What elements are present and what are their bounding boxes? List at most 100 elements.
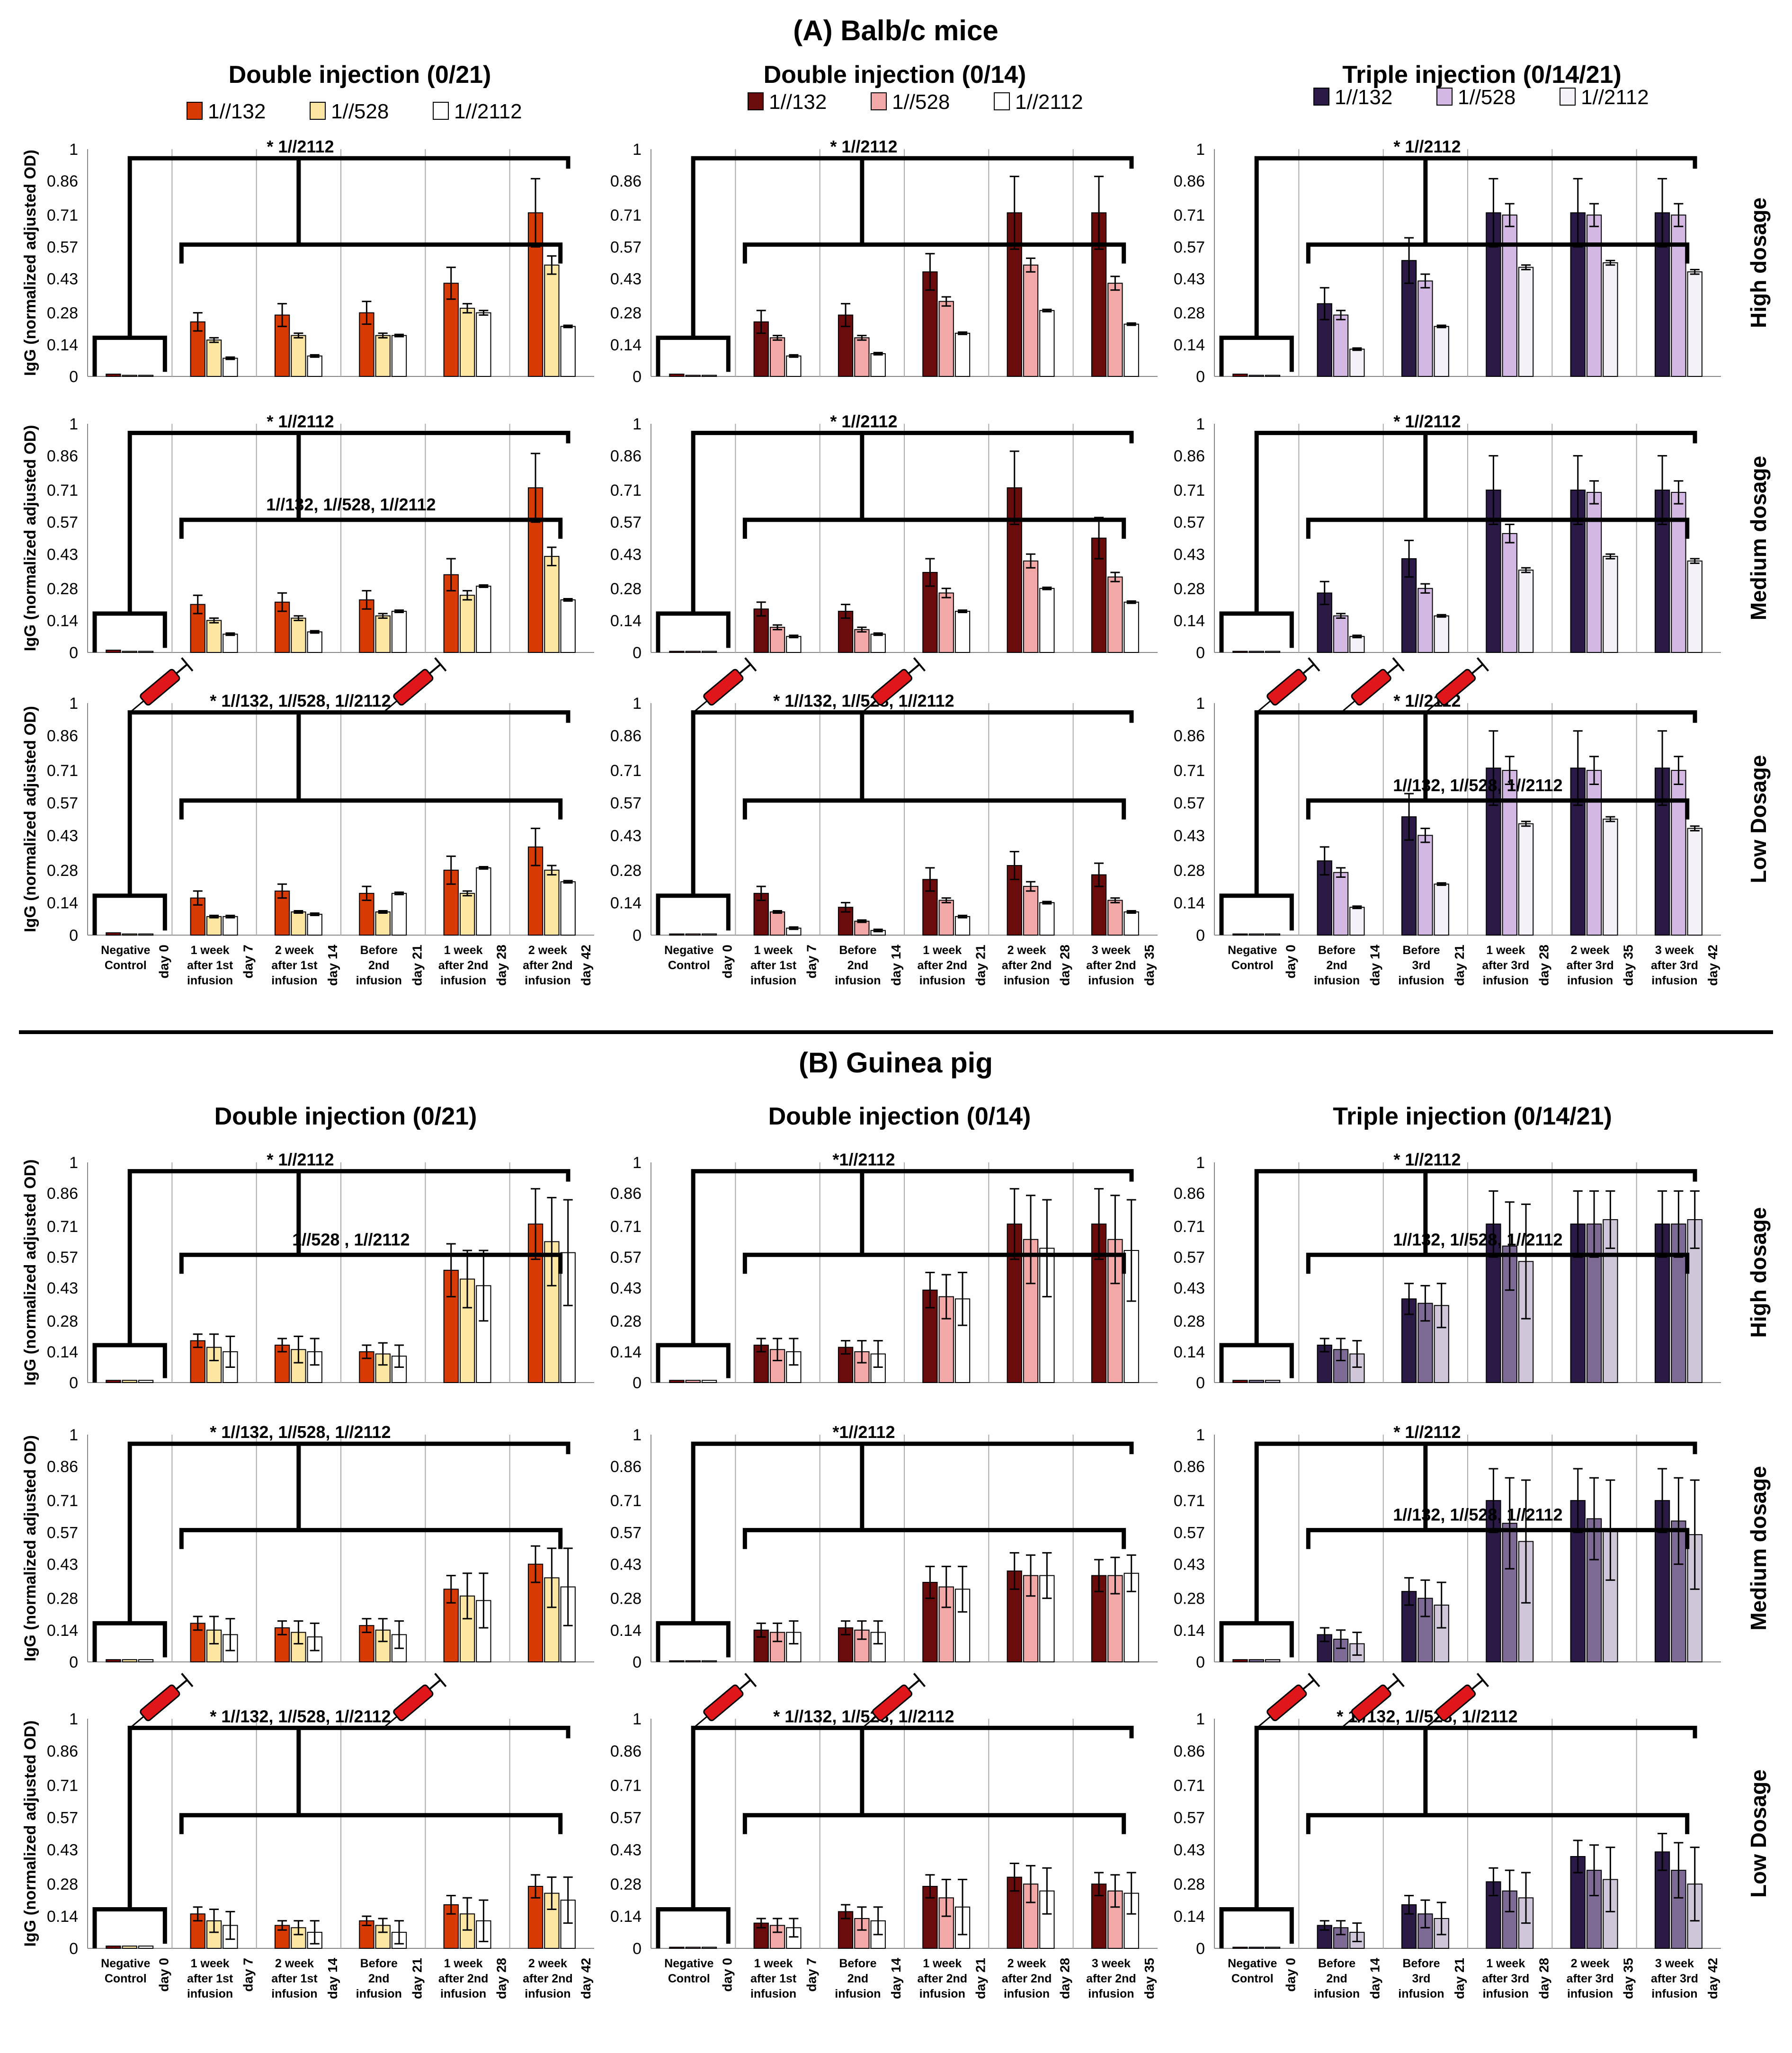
category-label: Before 2nd infusion xyxy=(835,944,881,987)
significance-label: 1//132, 1//528, 1//2112 xyxy=(1393,776,1562,795)
category-label: 2 week after 3rd infusion xyxy=(1567,944,1614,987)
bar xyxy=(1107,900,1123,936)
significance-bracket xyxy=(691,1441,1134,1624)
y-tick-label: 0.71 xyxy=(610,1218,642,1236)
chart-panel: 0 0.14 0.28 0.43 0.57 0.71 0.86 1 IgG (normalize… xyxy=(21,1150,594,1392)
day-label: day 28 xyxy=(494,1958,509,1999)
bar xyxy=(1232,1946,1248,1949)
category-label: 2 week after 2nd infusion xyxy=(1002,1957,1052,2000)
y-tick-label: 0 xyxy=(1196,1653,1205,1671)
syringe-icon xyxy=(692,1673,757,1730)
significance-bracket xyxy=(691,156,1134,338)
day-label: day 14 xyxy=(1368,945,1382,986)
significance-bracket xyxy=(127,430,571,614)
day-label: day 14 xyxy=(325,945,340,986)
category-label: 3 week after 3rd infusion xyxy=(1651,1957,1698,2000)
day-label: day 28 xyxy=(494,945,509,986)
y-tick-label: 0.28 xyxy=(610,862,642,880)
y-tick-label: 0.86 xyxy=(1174,172,1205,190)
significance-bracket xyxy=(656,1907,731,1948)
significance-label: * 1//132, 1//528, 1//2112 xyxy=(210,1706,391,1726)
significance-bracket xyxy=(656,893,731,935)
bar xyxy=(1333,872,1349,936)
bar xyxy=(938,301,954,377)
y-tick-label: 0.57 xyxy=(610,238,642,256)
day-label: day 0 xyxy=(720,1958,734,1992)
y-tick-label: 0.14 xyxy=(47,1622,78,1640)
bar xyxy=(685,1946,701,1949)
y-tick-label: 0 xyxy=(1196,927,1205,945)
bar xyxy=(954,332,971,377)
chart-panel: 0 0.14 0.28 0.43 0.57 0.71 0.86 1 Medium dosage *… xyxy=(1174,411,1771,662)
bar xyxy=(1091,874,1107,936)
y-tick-label: 0.14 xyxy=(610,1622,642,1640)
bar xyxy=(1107,283,1123,377)
y-tick-label: 0.14 xyxy=(1174,1343,1205,1361)
y-tick-label: 0.28 xyxy=(47,1590,78,1608)
chart-panel: 0 0.14 0.28 0.43 0.57 0.71 0.86 1 *1//2112 xyxy=(610,1422,1158,1671)
significance-bracket xyxy=(92,893,167,935)
significance-bracket xyxy=(742,798,1126,820)
y-tick-label: 0.86 xyxy=(47,727,78,745)
bar xyxy=(786,355,802,377)
legend-label: 1//2112 xyxy=(1015,90,1083,114)
y-tick-label: 0.14 xyxy=(610,1908,642,1926)
y-tick-label: 0.43 xyxy=(47,270,78,288)
significance-bracket xyxy=(1254,1725,1697,1910)
y-tick-label: 0 xyxy=(1196,1374,1205,1392)
bar xyxy=(1418,835,1433,936)
significance-bracket xyxy=(1219,1907,1294,1948)
bar xyxy=(870,353,886,377)
day-label: day 0 xyxy=(156,1958,171,1992)
category-label: 1 week after 1st infusion xyxy=(750,944,797,987)
significance-bracket xyxy=(1254,1441,1697,1624)
y-tick-label: 0.14 xyxy=(1174,1908,1205,1926)
y-tick-label: 0.86 xyxy=(610,727,642,745)
bar xyxy=(1039,310,1055,377)
section-title-b: (B) Guinea pig xyxy=(799,1047,993,1079)
bar xyxy=(701,1380,717,1384)
y-tick-label: 0.71 xyxy=(47,206,78,224)
y-tick-label: 0.14 xyxy=(47,612,78,630)
category-label: Before 3rd infusion xyxy=(1398,944,1444,987)
y-tick-label: 1 xyxy=(633,1426,642,1444)
significance-bracket xyxy=(179,798,563,820)
bar xyxy=(1349,636,1365,653)
bar xyxy=(206,339,222,377)
dosage-label: High dosage xyxy=(1746,1207,1771,1338)
y-tick-label: 0.57 xyxy=(47,238,78,256)
bar xyxy=(938,592,954,653)
bar xyxy=(1232,933,1248,936)
dosage-label: Low Dosage xyxy=(1746,755,1771,884)
y-tick-label: 0.57 xyxy=(610,1249,642,1267)
y-tick-label: 1 xyxy=(633,415,642,433)
bar xyxy=(1671,491,1686,653)
bar xyxy=(544,556,560,653)
y-tick-label: 0.43 xyxy=(47,827,78,845)
day-label: day 14 xyxy=(889,1958,903,1999)
significance-label: * 1//2112 xyxy=(267,411,334,431)
bar xyxy=(122,1380,137,1384)
y-axis-label: IgG (normalized adjusted OD) xyxy=(21,150,39,376)
category-label: 2 week after 3rd infusion xyxy=(1567,1957,1614,2000)
y-tick-label: 0 xyxy=(69,1653,78,1671)
y-tick-label: 0.43 xyxy=(1174,270,1205,288)
bar xyxy=(1039,588,1055,653)
bar xyxy=(291,911,306,936)
y-tick-label: 0.43 xyxy=(610,1279,642,1297)
y-tick-label: 0.57 xyxy=(47,1809,78,1827)
y-tick-label: 0.14 xyxy=(610,612,642,630)
y-tick-label: 0 xyxy=(633,368,642,386)
y-tick-label: 0.57 xyxy=(1174,238,1205,256)
y-tick-label: 0.28 xyxy=(47,304,78,322)
syringe-icon xyxy=(1424,657,1489,714)
category-label: 2 week after 2nd infusion xyxy=(523,944,573,987)
bar xyxy=(307,913,322,936)
significance-bracket xyxy=(1219,1343,1294,1383)
y-axis-label: IgG (normalized adjusted OD) xyxy=(21,706,39,932)
significance-bracket xyxy=(691,1169,1134,1345)
bar xyxy=(1502,770,1517,936)
chart-panel: 0 0.14 0.28 0.43 0.57 0.71 0.86 1 High dosage * 1… xyxy=(1174,1150,1771,1392)
y-tick-label: 0.43 xyxy=(1174,1279,1205,1297)
